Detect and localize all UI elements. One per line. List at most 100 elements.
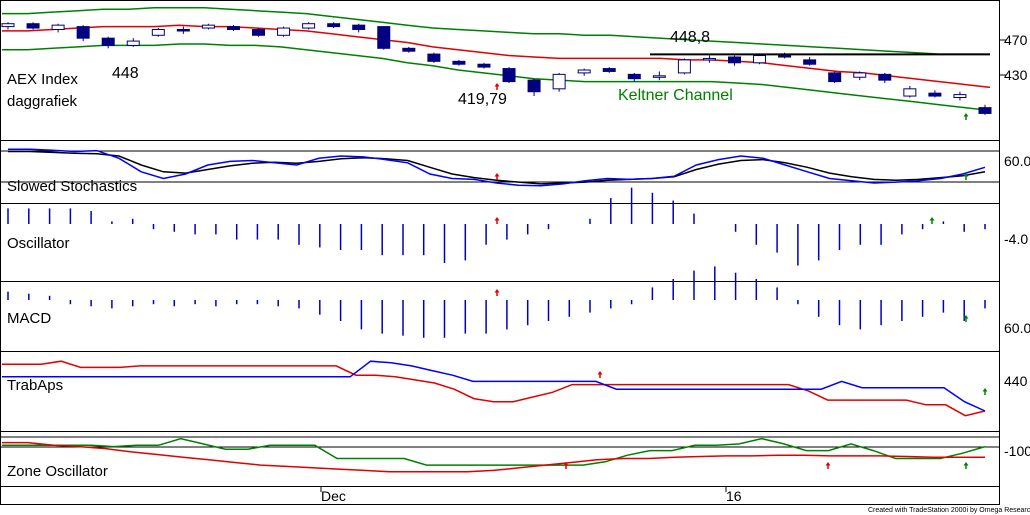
candle <box>652 71 666 81</box>
buy-arrow-icon <box>963 462 969 469</box>
x-tick-16: 16 <box>726 488 742 504</box>
y-tick-macd: 60.0 <box>1004 320 1030 336</box>
candle <box>753 54 767 65</box>
x-tick-dec: Dec <box>321 488 346 504</box>
candle <box>828 71 842 84</box>
zone-panel-label: Zone Oscillator <box>7 463 108 480</box>
candle <box>327 22 341 29</box>
candle <box>427 52 441 63</box>
candle <box>277 26 291 37</box>
buy-arrow-icon <box>963 173 969 180</box>
macd-layer <box>7 266 986 338</box>
stoch-panel-frame <box>0 140 1000 204</box>
panel-frames <box>0 0 1000 505</box>
candle <box>377 26 391 50</box>
stoch-panel-label: Slowed Stochastics <box>7 178 137 195</box>
oscillator-panel-label: Oscillator <box>7 235 70 252</box>
y-tick-oscillator: -4.0 <box>1004 231 1028 247</box>
chart-title-line1: AEX Index <box>7 71 78 88</box>
candle <box>978 104 992 115</box>
candle <box>903 85 917 98</box>
y-axis-ticks: 470 430 60.0 -4.0 60.0 440 -100 <box>1000 32 1030 459</box>
sell-arrow-icon <box>494 289 500 296</box>
zone-panel-frame <box>0 431 1000 487</box>
candle <box>577 68 591 76</box>
candle <box>402 46 416 53</box>
candle <box>76 25 90 42</box>
price-panel-frame <box>0 0 1000 141</box>
candle <box>953 91 967 101</box>
annotation-high-value: 448,8 <box>670 29 710 46</box>
price-layer <box>1 7 992 115</box>
y-tick-trabaps: 440 <box>1004 373 1028 389</box>
sell-arrow-icon <box>494 217 500 224</box>
candle <box>853 71 867 81</box>
candle <box>252 28 266 37</box>
buy-arrow-icon <box>982 388 988 395</box>
stoch-k-line <box>8 148 986 187</box>
y-tick-470: 470 <box>1004 32 1028 48</box>
keltner-upper-line <box>2 7 990 55</box>
candle <box>502 67 516 84</box>
sell-arrow-icon <box>825 462 831 469</box>
credit-text: Created with TradeStation 2000i by Omega… <box>868 506 1030 514</box>
candle <box>928 90 942 98</box>
buy-arrow-icon <box>963 113 969 120</box>
candle <box>126 38 140 47</box>
stoch-d-line <box>8 150 986 185</box>
y-tick-zone: -100 <box>1004 443 1030 459</box>
candle <box>101 36 115 49</box>
macd-panel-frame <box>0 281 1000 352</box>
candle <box>26 22 40 30</box>
candle <box>602 67 616 73</box>
candle <box>176 26 190 34</box>
candle <box>226 25 240 31</box>
zone-layer <box>2 437 986 473</box>
candle <box>352 23 366 33</box>
candle <box>1 22 15 30</box>
candle <box>878 72 892 84</box>
sell-arrow-icon <box>597 371 603 378</box>
trabaps-panel-label: TrabAps <box>7 377 63 394</box>
buy-arrow-icon <box>963 315 969 322</box>
candle <box>803 56 817 66</box>
buy-arrow-icon <box>929 217 935 224</box>
keltner-lower-line <box>2 43 991 112</box>
candle <box>727 55 741 66</box>
trabaps-panel-frame <box>0 351 1000 432</box>
keltner-middle-line <box>2 24 991 89</box>
candle <box>302 22 316 30</box>
trabaps-red-line <box>2 360 986 417</box>
macd-panel-label: MACD <box>7 310 51 327</box>
candle <box>151 28 165 37</box>
annotation-channel-label: Keltner Channel <box>618 87 733 104</box>
sell-arrow-icon <box>494 83 500 90</box>
y-tick-stoch: 60.0 <box>1004 153 1030 169</box>
zone-green-line <box>2 437 986 466</box>
candle <box>702 55 716 63</box>
trabaps-layer <box>2 360 986 417</box>
trabaps-blue-line <box>2 360 986 412</box>
candle <box>527 78 541 97</box>
candle <box>677 58 691 75</box>
candle <box>51 23 65 33</box>
candle <box>452 59 466 66</box>
chart-title-line2: daggrafiek <box>7 93 78 110</box>
oscillator-panel-frame <box>0 203 1000 282</box>
time-axis-frame <box>0 486 1000 505</box>
annotation-left-value: 448 <box>112 65 139 82</box>
y-tick-430: 430 <box>1004 67 1028 83</box>
candle <box>552 72 566 92</box>
sell-arrow-icon <box>563 462 569 469</box>
candle <box>477 62 491 69</box>
signal-arrows <box>494 83 988 469</box>
sell-arrow-icon <box>494 173 500 180</box>
oscillator-layer <box>7 187 986 266</box>
annotation-low-value: 419,79 <box>458 91 507 108</box>
candle <box>201 23 215 30</box>
candle <box>627 72 641 82</box>
stoch-layer <box>8 148 986 187</box>
zone-red-line <box>2 441 985 473</box>
